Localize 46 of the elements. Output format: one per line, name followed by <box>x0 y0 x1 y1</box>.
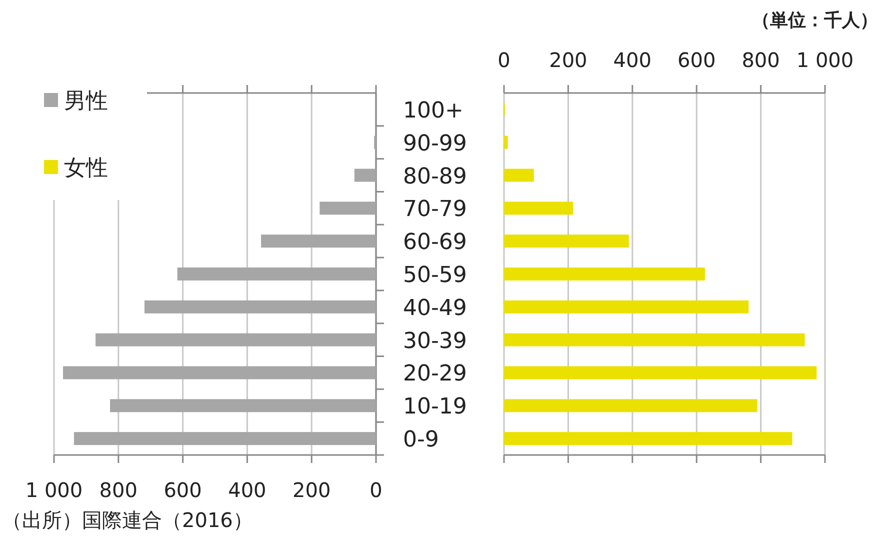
y-tick-label: 70-79 <box>403 197 467 222</box>
text: （単位：千人） <box>752 10 878 31</box>
x-tick-label: 0 <box>370 478 382 502</box>
bar <box>354 168 376 182</box>
y-tick-label: 90-99 <box>403 131 467 156</box>
x-tick-label: 600 <box>164 478 202 502</box>
bar <box>144 300 376 314</box>
y-tick-label: 50-59 <box>403 263 467 288</box>
bar <box>504 136 508 149</box>
x-tick-label: 1 000 <box>25 478 83 502</box>
text: （出所）国際連合（2016） <box>2 508 253 532</box>
y-tick-label: 80-89 <box>403 164 467 190</box>
x-tick-label: 400 <box>613 48 652 72</box>
x-tick-label: 1 000 <box>796 48 854 72</box>
bar <box>110 399 376 412</box>
bar <box>504 300 749 314</box>
x-tick-label: 600 <box>678 48 716 72</box>
bar <box>504 399 758 412</box>
legend-label: 男性 <box>64 89 108 114</box>
x-tick-label: 800 <box>742 48 780 72</box>
bar <box>63 366 376 380</box>
bar <box>320 202 376 215</box>
bar <box>504 168 534 182</box>
x-tick-label: 800 <box>99 478 138 502</box>
bar <box>504 268 705 280</box>
x-tick-label: 200 <box>292 478 331 502</box>
bar <box>261 234 376 248</box>
x-tick-label: 0 <box>498 48 510 72</box>
bar <box>74 432 376 446</box>
legend-label: 女性 <box>64 156 108 181</box>
x-tick-label: 200 <box>549 48 588 72</box>
bar <box>177 268 376 280</box>
y-tick-label: 60-69 <box>403 230 467 256</box>
bar <box>504 202 574 215</box>
bar <box>504 333 805 346</box>
bar <box>96 333 376 346</box>
y-tick-label: 30-39 <box>403 328 467 354</box>
y-tick-label: 40-49 <box>403 296 467 321</box>
bar <box>504 366 817 380</box>
bar <box>504 432 792 446</box>
bar <box>504 234 629 248</box>
y-tick-label: 0-9 <box>403 428 439 453</box>
y-tick-label: 100+ <box>403 98 464 124</box>
y-tick-label: 10-19 <box>403 394 467 420</box>
y-tick-label: 20-29 <box>403 362 467 387</box>
x-tick-label: 400 <box>228 478 266 502</box>
